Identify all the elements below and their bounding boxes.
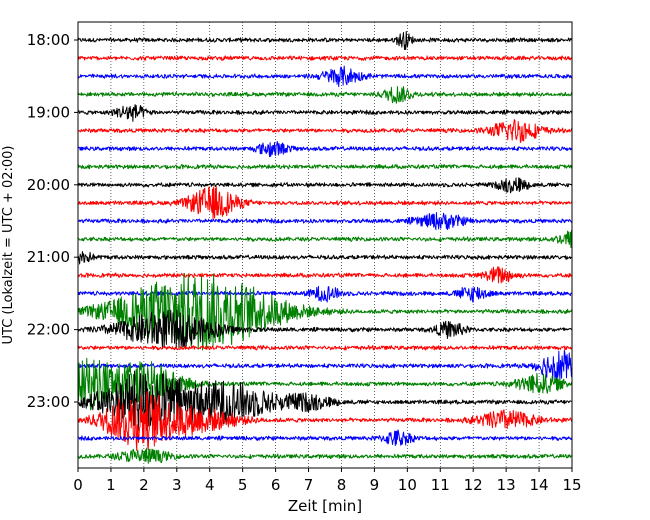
trace-1830 xyxy=(77,65,573,88)
trace-1900 xyxy=(77,104,573,122)
y-tick-label: 19:00 xyxy=(27,103,70,121)
plot-frame xyxy=(77,21,573,469)
x-tick-label: 3 xyxy=(172,476,182,494)
trace-1815 xyxy=(77,55,573,61)
x-tick-label: 14 xyxy=(530,476,549,494)
trace-2045 xyxy=(77,230,573,249)
x-tick-label: 2 xyxy=(139,476,149,494)
x-tick-label: 5 xyxy=(238,476,248,494)
trace-1845 xyxy=(77,86,573,104)
trace-1930 xyxy=(77,140,573,158)
x-tick-label: 10 xyxy=(398,476,417,494)
trace-2330 xyxy=(77,429,573,447)
y-axis-label: UTC (Lokalzeit = UTC + 02:00) xyxy=(1,146,16,345)
trace-2030 xyxy=(77,212,573,231)
trace-2245 xyxy=(77,357,573,411)
trace-1800 xyxy=(77,31,573,51)
x-tick-label: 11 xyxy=(431,476,450,494)
trace-1945 xyxy=(77,163,573,170)
trace-1915 xyxy=(77,119,573,143)
trace-2000 xyxy=(77,177,573,194)
x-tick-label: 12 xyxy=(464,476,483,494)
y-tick-label: 20:00 xyxy=(27,176,70,194)
x-tick-label: 4 xyxy=(205,476,215,494)
x-axis-label: Zeit [min] xyxy=(288,497,362,515)
trace-2230 xyxy=(77,349,573,383)
y-tick-label: 21:00 xyxy=(27,248,70,266)
x-tick-label: 0 xyxy=(73,476,83,494)
x-tick-label: 13 xyxy=(497,476,516,494)
y-tick-label: 22:00 xyxy=(27,321,70,339)
trace-2130 xyxy=(77,285,573,303)
trace-2200 xyxy=(77,309,573,350)
x-tick-label: 1 xyxy=(106,476,116,494)
y-tick-label: 18:00 xyxy=(27,31,70,49)
seismic-traces xyxy=(77,31,573,464)
y-tick-label: 23:00 xyxy=(27,393,70,411)
vertical-gridlines xyxy=(110,22,540,468)
x-tick-label: 6 xyxy=(271,476,281,494)
y-axis-ticks: 18:00 19:00 20:00 21:00 22:00 23:00 xyxy=(27,31,78,411)
trace-2115 xyxy=(77,266,573,284)
trace-2015 xyxy=(77,186,573,221)
x-axis-ticks: 0 1 2 3 4 5 6 7 8 9 10 11 12 13 14 15 xyxy=(73,468,582,494)
x-tick-label: 15 xyxy=(562,476,581,494)
trace-2215 xyxy=(77,344,573,351)
x-tick-label: 8 xyxy=(337,476,347,494)
trace-2145 xyxy=(77,272,573,351)
x-tick-label: 7 xyxy=(304,476,314,494)
trace-2315 xyxy=(77,391,573,451)
trace-2345 xyxy=(77,447,573,464)
trace-2100 xyxy=(77,251,573,265)
x-tick-label: 9 xyxy=(370,476,380,494)
